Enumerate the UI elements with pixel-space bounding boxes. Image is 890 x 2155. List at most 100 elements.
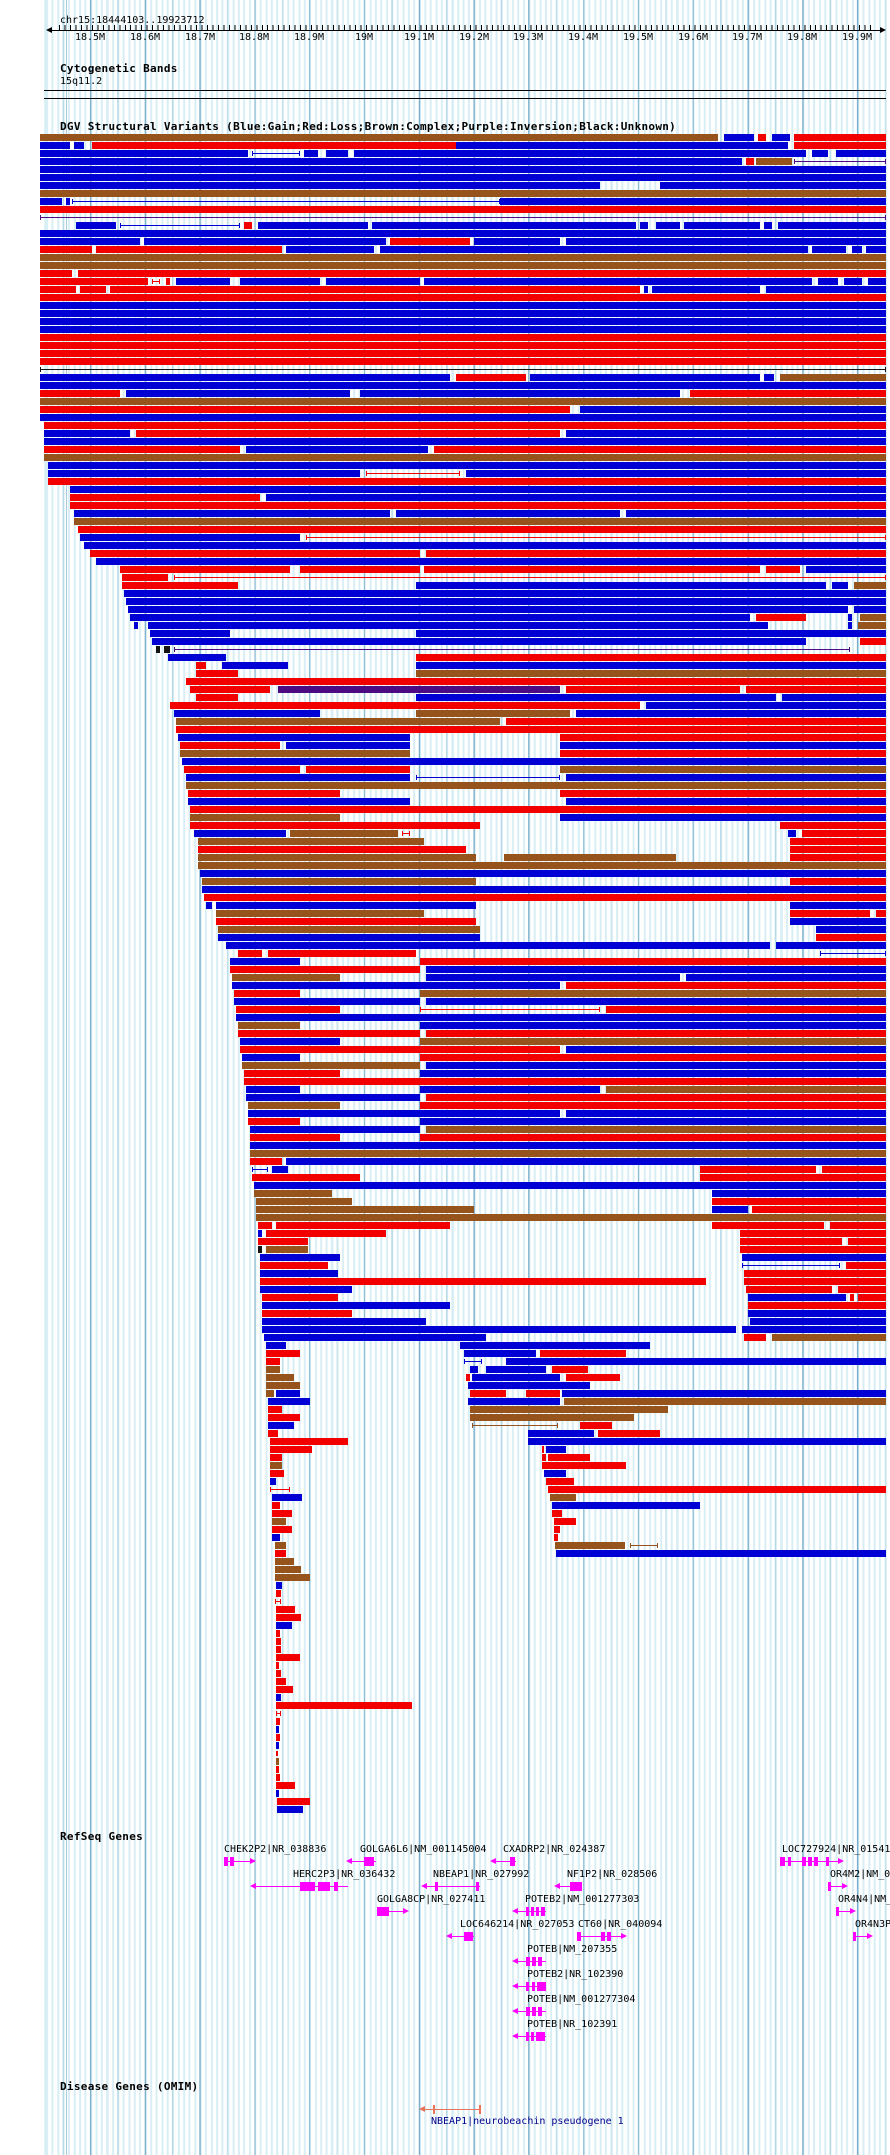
- variant-bar[interactable]: [196, 670, 238, 677]
- variant-bar[interactable]: [276, 1782, 295, 1789]
- variant-bar[interactable]: [194, 830, 286, 837]
- variant-bar[interactable]: [234, 998, 420, 1005]
- variant-bar[interactable]: [426, 1126, 886, 1133]
- variant-bar[interactable]: [790, 878, 886, 885]
- variant-bar[interactable]: [258, 222, 368, 229]
- variant-bar[interactable]: [276, 1790, 279, 1797]
- variant-bar[interactable]: [74, 518, 886, 525]
- cytoband-box[interactable]: [44, 90, 886, 99]
- variant-bar[interactable]: [560, 766, 886, 773]
- variant-bar[interactable]: [742, 1326, 886, 1333]
- variant-bar[interactable]: [566, 686, 740, 693]
- gene-exon[interactable]: [577, 1932, 581, 1941]
- variant-bar[interactable]: [528, 1430, 594, 1437]
- variant-bar[interactable]: [416, 662, 886, 669]
- variant-bar[interactable]: [78, 270, 886, 277]
- variant-bar[interactable]: [426, 1094, 886, 1101]
- variant-bar[interactable]: [230, 958, 300, 965]
- variant-bar[interactable]: [466, 1374, 470, 1381]
- variant-bar[interactable]: [248, 1118, 300, 1125]
- variant-bar[interactable]: [560, 750, 886, 757]
- variant-bar[interactable]: [232, 982, 560, 989]
- variant-whisker[interactable]: [120, 225, 240, 226]
- variant-bar[interactable]: [256, 1214, 886, 1221]
- variant-bar[interactable]: [120, 566, 290, 573]
- variant-bar[interactable]: [206, 902, 212, 909]
- variant-whisker[interactable]: [72, 201, 500, 202]
- variant-bar[interactable]: [236, 1014, 886, 1021]
- variant-bar[interactable]: [126, 598, 886, 605]
- variant-bar[interactable]: [766, 566, 800, 573]
- variant-bar[interactable]: [764, 374, 774, 381]
- variant-whisker[interactable]: [366, 473, 460, 474]
- variant-bar[interactable]: [176, 718, 500, 725]
- variant-bar[interactable]: [504, 854, 676, 861]
- variant-bar[interactable]: [272, 1510, 292, 1517]
- gene-exon[interactable]: [464, 1932, 473, 1941]
- variant-bar[interactable]: [122, 574, 168, 581]
- variant-bar[interactable]: [540, 1350, 626, 1357]
- gene-exon[interactable]: [300, 1882, 315, 1891]
- gene-exon[interactable]: [808, 1857, 812, 1866]
- variant-bar[interactable]: [700, 1166, 816, 1173]
- variant-bar[interactable]: [266, 1382, 300, 1389]
- variant-bar[interactable]: [554, 1526, 560, 1533]
- variant-bar[interactable]: [40, 406, 570, 413]
- variant-bar[interactable]: [238, 1030, 420, 1037]
- variant-bar[interactable]: [275, 1574, 310, 1581]
- variant-whisker[interactable]: [270, 1489, 290, 1490]
- variant-bar[interactable]: [286, 1158, 886, 1165]
- variant-bar[interactable]: [598, 1430, 660, 1437]
- variant-bar[interactable]: [258, 1230, 262, 1237]
- variant-whisker[interactable]: [152, 281, 160, 282]
- gene-exon[interactable]: [476, 1882, 479, 1891]
- variant-bar[interactable]: [78, 526, 886, 533]
- variant-bar[interactable]: [546, 1478, 574, 1485]
- variant-bar[interactable]: [260, 1254, 340, 1261]
- variant-bar[interactable]: [76, 222, 116, 229]
- variant-bar[interactable]: [560, 742, 886, 749]
- variant-bar[interactable]: [420, 1118, 886, 1125]
- variant-bar[interactable]: [866, 246, 886, 253]
- variant-bar[interactable]: [466, 470, 886, 477]
- variant-bar[interactable]: [772, 1334, 886, 1341]
- variant-bar[interactable]: [748, 1310, 886, 1317]
- variant-bar[interactable]: [790, 838, 886, 845]
- variant-bar[interactable]: [740, 1238, 842, 1245]
- variant-bar[interactable]: [420, 958, 886, 965]
- variant-bar[interactable]: [80, 534, 300, 541]
- variant-bar[interactable]: [780, 374, 886, 381]
- variant-bar[interactable]: [256, 1198, 352, 1205]
- variant-bar[interactable]: [272, 1166, 288, 1173]
- variant-bar[interactable]: [266, 1246, 308, 1253]
- variant-bar[interactable]: [188, 798, 410, 805]
- variant-bar[interactable]: [40, 286, 76, 293]
- variant-bar[interactable]: [276, 1678, 286, 1685]
- variant-whisker[interactable]: [416, 777, 560, 778]
- variant-bar[interactable]: [262, 1294, 338, 1301]
- variant-bar[interactable]: [248, 1110, 560, 1117]
- variant-bar[interactable]: [758, 134, 766, 141]
- variant-bar[interactable]: [470, 1414, 634, 1421]
- variant-bar[interactable]: [860, 638, 886, 645]
- variant-bar[interactable]: [848, 614, 852, 621]
- variant-bar[interactable]: [90, 550, 420, 557]
- variant-bar[interactable]: [268, 1430, 278, 1437]
- variant-bar[interactable]: [542, 1446, 544, 1453]
- variant-bar[interactable]: [740, 1246, 886, 1253]
- variant-bar[interactable]: [124, 590, 886, 597]
- variant-bar[interactable]: [126, 390, 350, 397]
- variant-bar[interactable]: [275, 1558, 294, 1565]
- gene-glyph[interactable]: [836, 1911, 850, 1912]
- variant-bar[interactable]: [200, 870, 886, 877]
- variant-bar[interactable]: [268, 1406, 282, 1413]
- variant-bar[interactable]: [750, 1318, 886, 1325]
- variant-bar[interactable]: [40, 198, 62, 205]
- variant-bar[interactable]: [530, 374, 760, 381]
- variant-bar[interactable]: [396, 510, 620, 517]
- variant-bar[interactable]: [652, 286, 760, 293]
- gene-exon[interactable]: [435, 1882, 438, 1891]
- gene-exon[interactable]: [536, 1907, 539, 1916]
- gene-exon[interactable]: [536, 2032, 545, 2041]
- variant-bar[interactable]: [266, 494, 886, 501]
